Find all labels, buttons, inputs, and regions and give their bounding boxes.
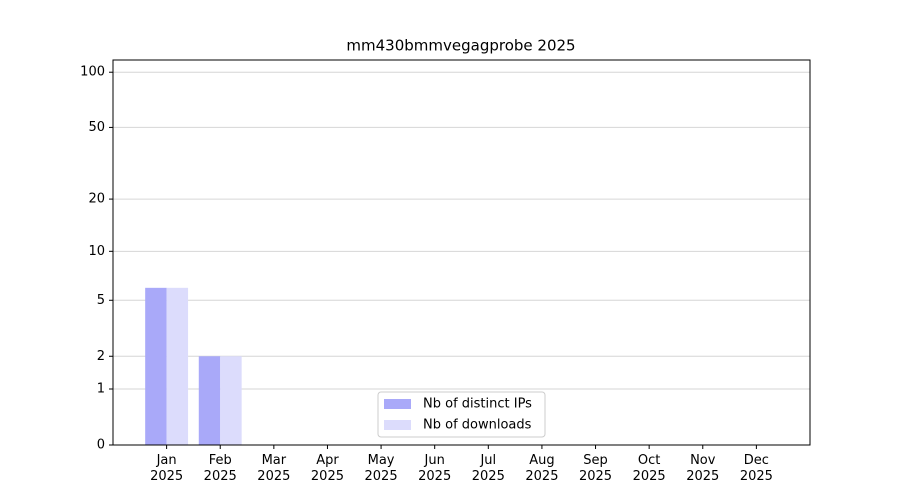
chart-title: mm430bmmvegagprobe 2025	[346, 37, 575, 55]
x-tick-label: Nov 2025	[686, 453, 720, 484]
x-tick-label: Dec 2025	[739, 453, 773, 484]
plot-frame	[112, 59, 811, 446]
y-tick-label: 20	[88, 192, 105, 207]
legend-swatch	[384, 399, 411, 409]
bar	[166, 287, 189, 445]
x-tick-label: Jan 2025	[150, 453, 184, 484]
y-tick-label: 0	[97, 438, 105, 453]
y-tick-label: 10	[88, 244, 105, 259]
x-tick-label: Mar 2025	[257, 453, 291, 484]
bar	[198, 356, 221, 445]
x-tick-label: Feb 2025	[203, 453, 237, 484]
x-tick-label: May 2025	[364, 453, 398, 484]
legend-label: Nb of distinct IPs	[423, 397, 532, 412]
x-tick-label: Apr 2025	[310, 453, 344, 484]
y-tick-label: 100	[80, 65, 105, 80]
x-tick-label: Aug 2025	[525, 453, 559, 484]
x-tick-label: Oct 2025	[632, 453, 666, 484]
x-tick-label: Jun 2025	[418, 453, 452, 484]
bar	[145, 287, 167, 445]
y-tick-label: 5	[97, 293, 105, 308]
y-tick-label: 50	[88, 120, 105, 135]
bar	[220, 356, 242, 445]
x-tick-label: Sep 2025	[578, 453, 613, 484]
y-tick-label: 1	[97, 382, 105, 397]
legend-box	[377, 391, 546, 438]
legend-swatch	[384, 420, 411, 430]
legend-label: Nb of downloads	[423, 418, 532, 433]
y-tick-label: 2	[97, 349, 105, 364]
x-tick-label: Jul 2025	[471, 453, 505, 484]
